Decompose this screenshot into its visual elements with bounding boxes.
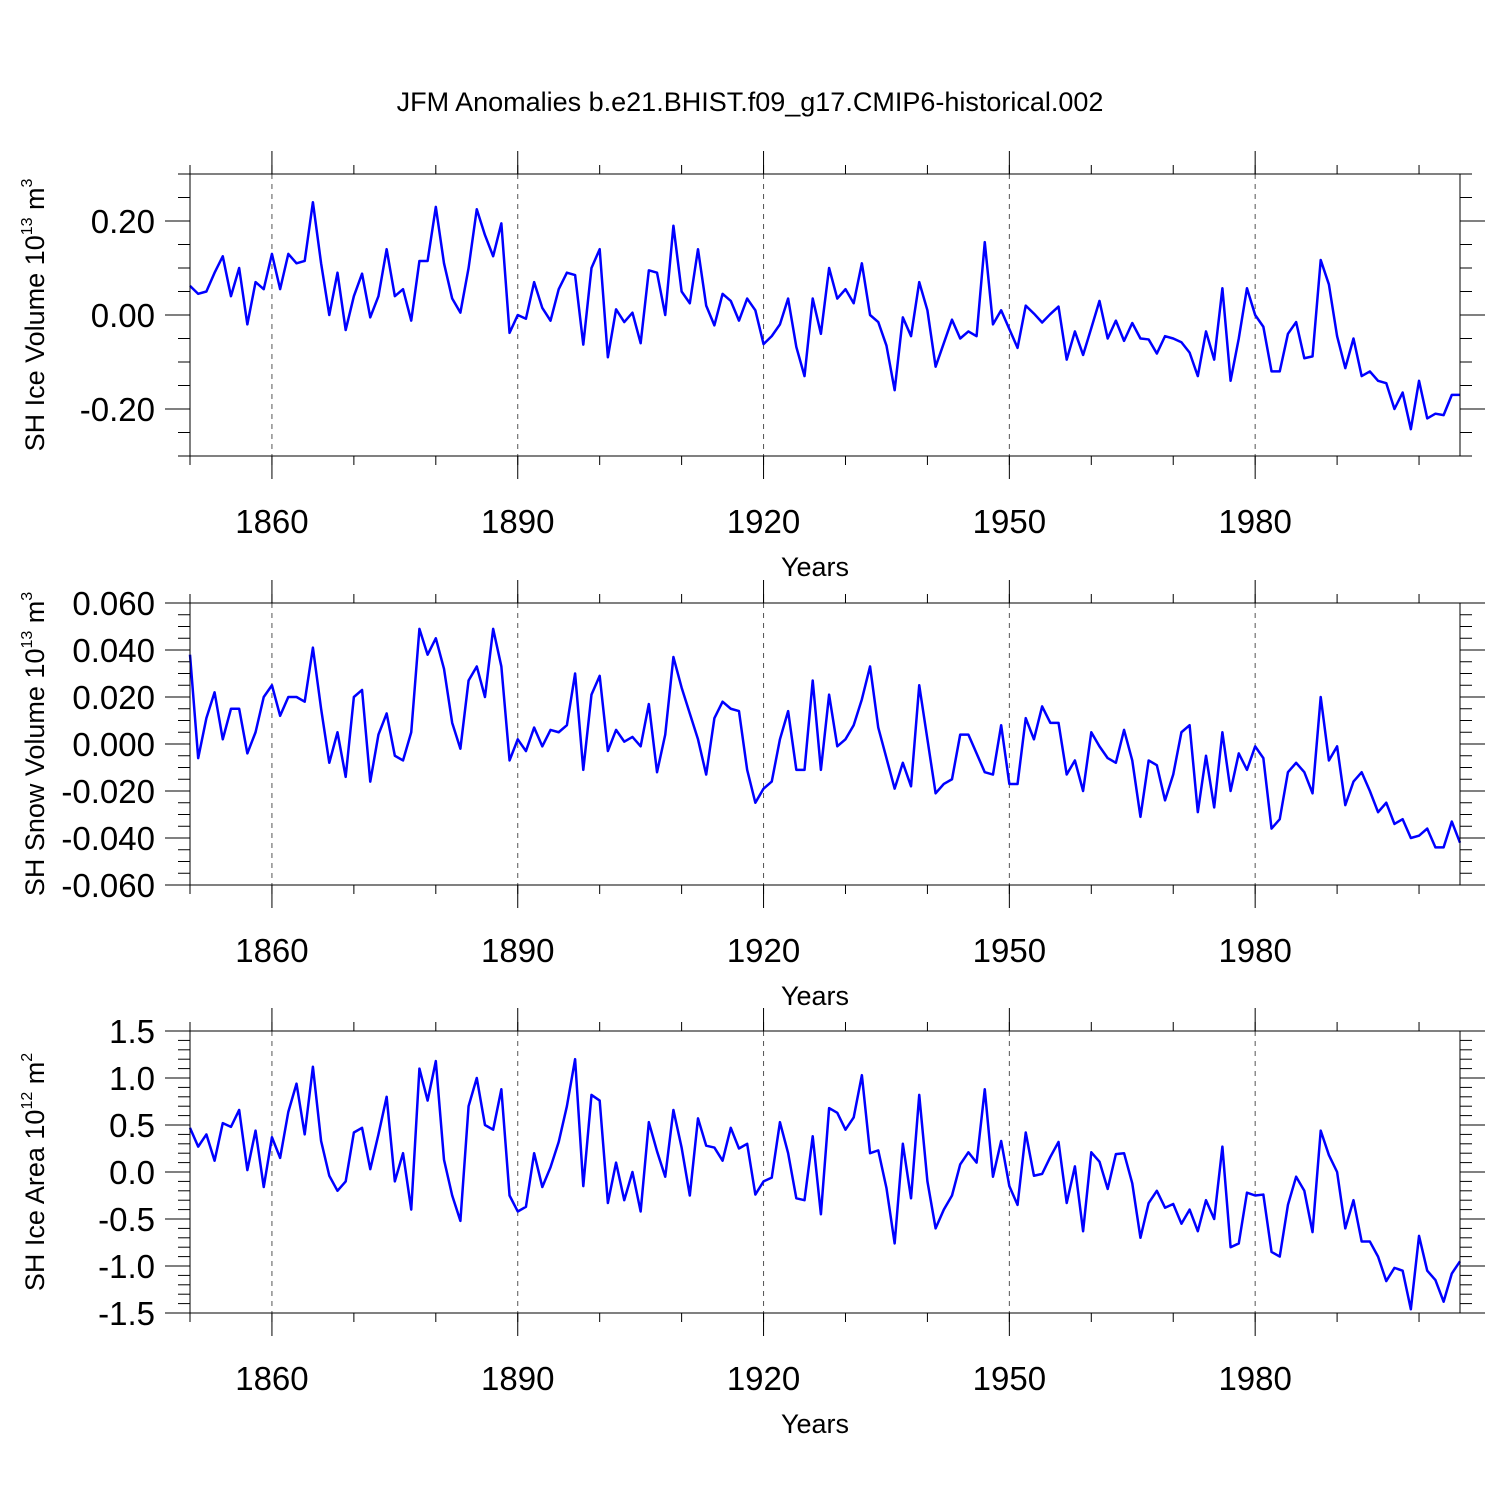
- panel-2: 1860 1890 1920 1950 1980 -0.060 -0.040 -0.020 0.…: [19, 580, 1485, 1011]
- x-tick-label: 1920: [727, 503, 800, 540]
- x-tick-label: 1890: [481, 1360, 554, 1397]
- y-tick-label: 0.0: [109, 1154, 155, 1191]
- data-series-line: [188, 1057, 1462, 1311]
- y-tick-label: 0.020: [72, 679, 155, 716]
- y-tick-label: -1.5: [98, 1295, 155, 1332]
- chart-title: JFM Anomalies b.e21.BHIST.f09_g17.CMIP6-…: [397, 87, 1104, 117]
- plot-frame: [189, 602, 1461, 886]
- x-tick-label: 1860: [235, 932, 308, 969]
- y-tick-label: -0.020: [61, 773, 155, 810]
- x-tick-label: 1920: [727, 1360, 800, 1397]
- data-series-line: [188, 627, 1462, 849]
- y-tick-label: -0.20: [80, 391, 155, 428]
- y-tick-label: -1.0: [98, 1248, 155, 1285]
- y-tick-label: 0.20: [91, 203, 155, 240]
- x-tick-label: 1860: [235, 503, 308, 540]
- y-axis-label: SH Snow Volume 1013 m3: [19, 592, 50, 896]
- x-tick-label: 1980: [1218, 503, 1291, 540]
- x-tick-label: 1950: [973, 1360, 1046, 1397]
- x-tick-label: 1890: [481, 503, 554, 540]
- y-axis-label: SH Ice Area 1012 m2: [19, 1053, 50, 1291]
- x-axis-label: Years: [781, 552, 849, 582]
- y-axis-label: SH Ice Volume 1013 m3: [19, 178, 50, 451]
- y-tick-label: -0.5: [98, 1201, 155, 1238]
- y-tick-label: 0.00: [91, 297, 155, 334]
- y-tick-label: -0.040: [61, 820, 155, 857]
- data-series-line: [189, 200, 1460, 431]
- y-tick-label: 0.040: [72, 632, 155, 669]
- x-tick-label: 1980: [1218, 1360, 1291, 1397]
- panel-3: 1860 1890 1920 1950 1980 -1.5 -1.0 -0.5 0.0 0.5 1.…: [19, 1008, 1485, 1439]
- x-tick-label: 1950: [973, 503, 1046, 540]
- y-tick-label: 0.000: [72, 726, 155, 763]
- y-tick-label: 0.060: [72, 585, 155, 622]
- panel-1: 1860 1890 1920 1950 1980 -0.20 0.00 0.20 Years SH…: [19, 151, 1485, 582]
- x-tick-label: 1920: [727, 932, 800, 969]
- y-tick-label: 1.5: [109, 1013, 155, 1050]
- y-tick-label: 1.0: [109, 1060, 155, 1097]
- plot-frame: [189, 173, 1461, 457]
- x-tick-label: 1950: [973, 932, 1046, 969]
- x-tick-label: 1980: [1218, 932, 1291, 969]
- y-tick-label: -0.060: [61, 867, 155, 904]
- x-tick-label: 1890: [481, 932, 554, 969]
- x-axis-label: Years: [781, 1409, 849, 1439]
- y-tick-label: 0.5: [109, 1107, 155, 1144]
- x-axis-label: Years: [781, 981, 849, 1011]
- panels-group: 1860 1890 1920 1950 1980 -0.20 0.00 0.20 Years SH…: [19, 151, 1485, 1439]
- x-tick-label: 1860: [235, 1360, 308, 1397]
- plot-frame: [189, 1030, 1461, 1314]
